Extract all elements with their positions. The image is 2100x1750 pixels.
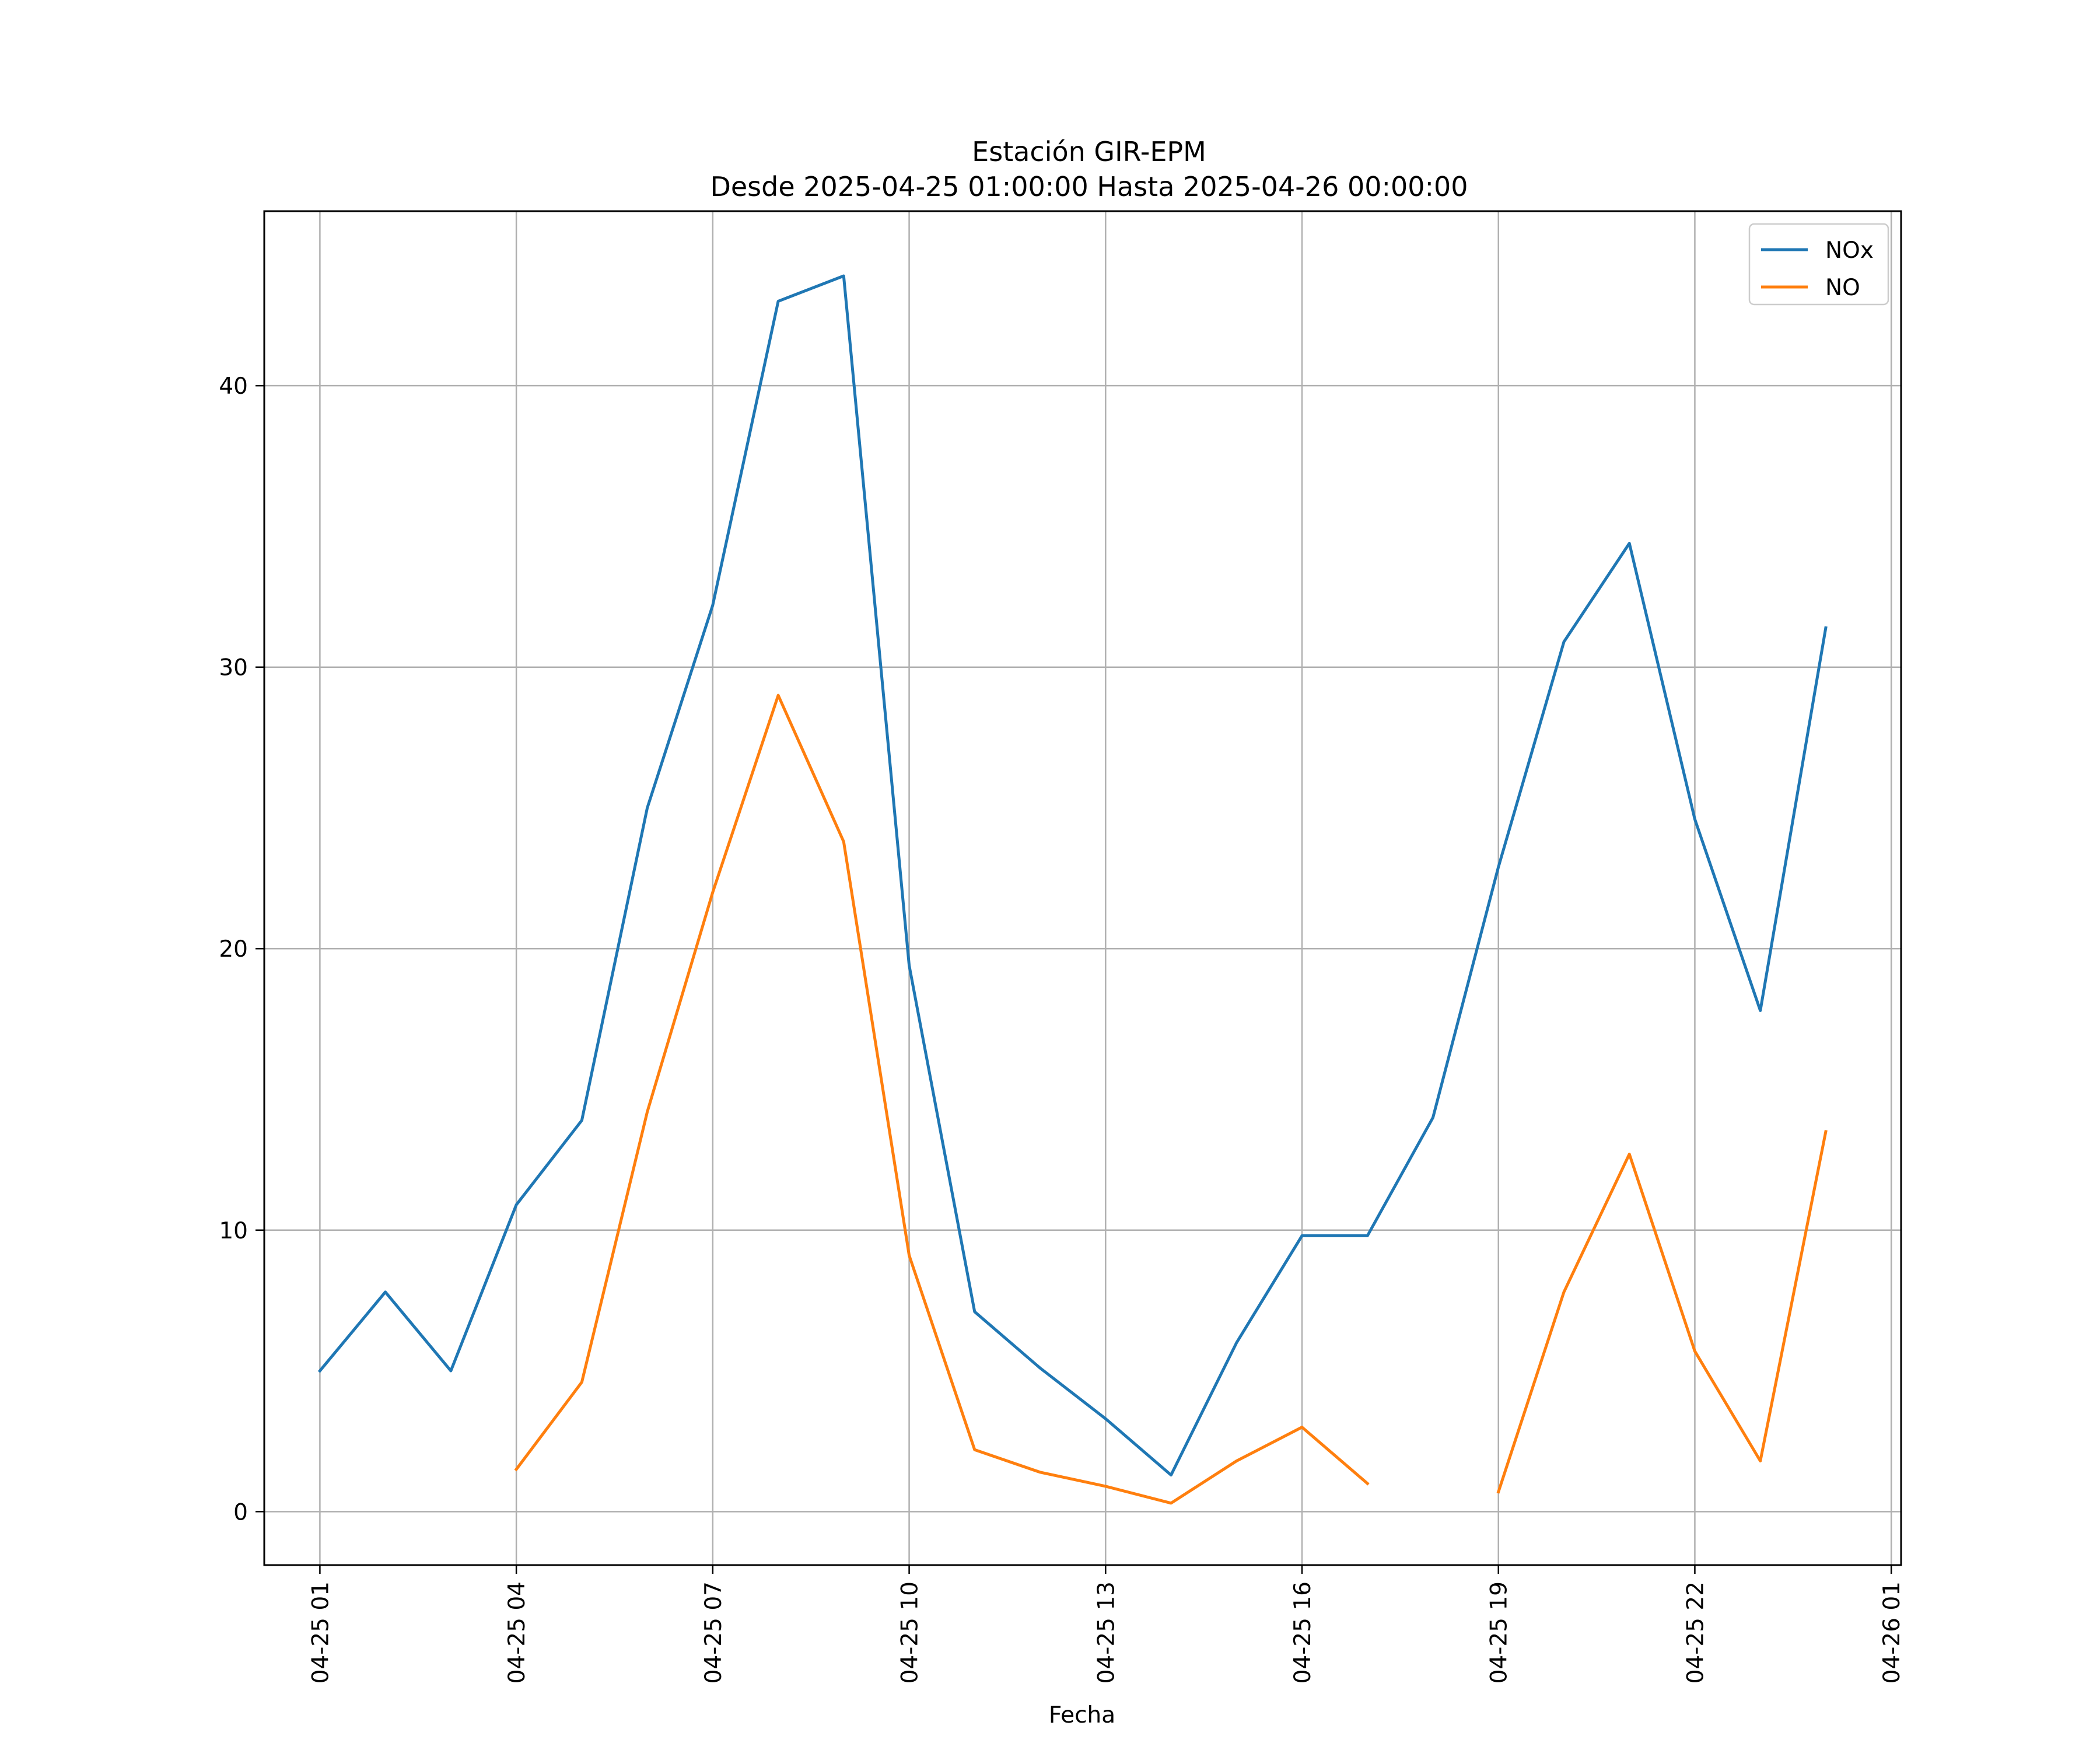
series-line-no <box>514 694 1828 1505</box>
x-tick-label: 04-25 13 <box>1093 1581 1119 1684</box>
y-tick-label: 30 <box>219 655 248 681</box>
y-tick-label: 10 <box>219 1218 248 1244</box>
y-tick-label: 0 <box>233 1499 248 1525</box>
legend-box <box>1748 223 1889 306</box>
legend: NOx NO <box>1748 223 1889 306</box>
x-tick-label: 04-26 01 <box>1879 1581 1905 1684</box>
series-layer <box>317 274 1828 1505</box>
x-tick-label: 04-25 04 <box>504 1581 530 1684</box>
chart-subtitle: Desde 2025-04-25 01:00:00 Hasta 2025-04-… <box>710 171 1468 202</box>
legend-label-nox: NOx <box>1825 237 1874 264</box>
x-tick-label: 04-25 07 <box>701 1581 727 1684</box>
x-tick-label: 04-25 16 <box>1290 1581 1316 1684</box>
x-axis-label: Fecha <box>1049 1702 1115 1728</box>
x-tick-label: 04-25 19 <box>1486 1581 1513 1684</box>
x-tick-label: 04-25 01 <box>307 1581 334 1684</box>
grid-layer <box>264 211 1901 1565</box>
y-tick-label: 20 <box>219 936 248 963</box>
tick-layer: 04-25 01 04-25 04 04-25 07 04-25 10 04-25 13… <box>219 373 1905 1684</box>
x-tick-label: 04-25 10 <box>897 1581 923 1684</box>
chart-title: Estación GIR-EPM <box>972 136 1206 167</box>
x-tick-label: 04-25 22 <box>1682 1581 1709 1684</box>
series-line-nox <box>317 274 1828 1477</box>
y-tick-label: 40 <box>219 373 248 400</box>
plot-frame <box>263 210 1902 1566</box>
legend-label-no: NO <box>1825 275 1860 301</box>
